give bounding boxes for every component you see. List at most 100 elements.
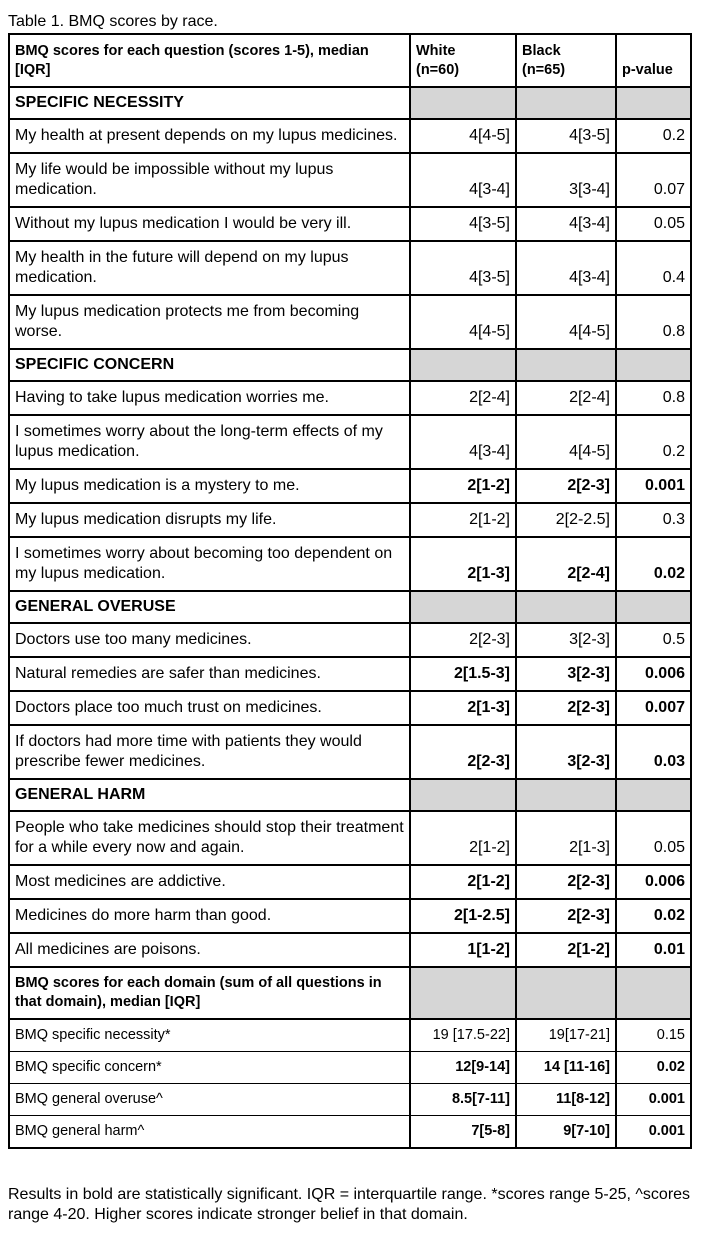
header-cell: BMQ scores for each question (scores 1-5…	[8, 33, 411, 88]
value-cell: 3[2-3]	[515, 622, 617, 658]
value-cell: 2[2-4]	[409, 380, 517, 416]
value-cell: 0.05	[615, 810, 692, 866]
data-row: If doctors had more time with patients t…	[8, 724, 692, 780]
section-fill	[615, 348, 692, 382]
question-cell: Doctors use too many medicines.	[8, 622, 411, 658]
section-title: GENERAL OVERUSE	[8, 590, 411, 624]
question-cell: All medicines are poisons.	[8, 932, 411, 968]
value-cell: 0.001	[615, 1083, 692, 1116]
section-fill	[515, 966, 617, 1020]
section-title: GENERAL HARM	[8, 778, 411, 812]
section-fill	[515, 778, 617, 812]
value-cell: 2[1-2]	[409, 810, 517, 866]
section-title: BMQ scores for each domain (sum of all q…	[8, 966, 411, 1020]
data-row: BMQ general harm^ 7[5-8] 9[7-10] 0.001	[8, 1115, 692, 1149]
section-row: SPECIFIC NECESSITY	[8, 86, 692, 120]
data-row: I sometimes worry about becoming too dep…	[8, 536, 692, 592]
value-cell: 0.4	[615, 240, 692, 296]
section-fill	[409, 778, 517, 812]
question-cell: My health at present depends on my lupus…	[8, 118, 411, 154]
value-cell: 0.3	[615, 502, 692, 538]
header-cell: p-value	[615, 33, 692, 88]
value-cell: 3[2-3]	[515, 724, 617, 780]
section-fill	[409, 348, 517, 382]
value-cell: 0.03	[615, 724, 692, 780]
value-cell: 2[2-4]	[515, 380, 617, 416]
question-cell: BMQ general harm^	[8, 1115, 411, 1149]
section-row: GENERAL HARM	[8, 778, 692, 812]
question-cell: BMQ general overuse^	[8, 1083, 411, 1116]
value-cell: 0.02	[615, 536, 692, 592]
value-cell: 9[7-10]	[515, 1115, 617, 1149]
value-cell: 2[1-2.5]	[409, 898, 517, 934]
value-cell: 0.006	[615, 656, 692, 692]
value-cell: 1[1-2]	[409, 932, 517, 968]
value-cell: 0.5	[615, 622, 692, 658]
section-fill	[615, 966, 692, 1020]
value-cell: 3[2-3]	[515, 656, 617, 692]
value-cell: 2[1-3]	[409, 690, 517, 726]
section-title: SPECIFIC CONCERN	[8, 348, 411, 382]
value-cell: 0.15	[615, 1018, 692, 1052]
table-caption: Table 1. BMQ scores by race.	[8, 13, 218, 30]
section-fill	[515, 590, 617, 624]
data-row: Most medicines are addictive. 2[1-2] 2[2-3…	[8, 864, 692, 900]
value-cell: 2[2-3]	[515, 864, 617, 900]
question-cell: Most medicines are addictive.	[8, 864, 411, 900]
value-cell: 4[3-4]	[515, 240, 617, 296]
value-cell: 2[1-2]	[409, 864, 517, 900]
value-cell: 2[1-3]	[515, 810, 617, 866]
value-cell: 0.2	[615, 414, 692, 470]
value-cell: 19[17-21]	[515, 1018, 617, 1052]
value-cell: 0.02	[615, 898, 692, 934]
data-row: My health in the future will depend on m…	[8, 240, 692, 296]
data-row: My lupus medication disrupts my life. 2[1…	[8, 502, 692, 538]
header-cell: Black (n=65)	[515, 33, 617, 88]
question-cell: Having to take lupus medication worries …	[8, 380, 411, 416]
value-cell: 19 [17.5-22]	[409, 1018, 517, 1052]
value-cell: 0.07	[615, 152, 692, 208]
value-cell: 0.2	[615, 118, 692, 154]
value-cell: 2[1-3]	[409, 536, 517, 592]
header-cell: White (n=60)	[409, 33, 517, 88]
data-row: My life would be impossible without my l…	[8, 152, 692, 208]
question-cell: My lupus medication is a mystery to me.	[8, 468, 411, 504]
value-cell: 4[3-4]	[409, 414, 517, 470]
data-row: People who take medicines should stop th…	[8, 810, 692, 866]
value-cell: 4[3-5]	[409, 206, 517, 242]
question-cell: My lupus medication disrupts my life.	[8, 502, 411, 538]
value-cell: 0.01	[615, 932, 692, 968]
section-fill	[615, 590, 692, 624]
question-cell: My lupus medication protects me from bec…	[8, 294, 411, 350]
section-fill	[515, 86, 617, 120]
section-row: SPECIFIC CONCERN	[8, 348, 692, 382]
value-cell: 12[9-14]	[409, 1051, 517, 1084]
data-row: I sometimes worry about the long-term ef…	[8, 414, 692, 470]
question-cell: Medicines do more harm than good.	[8, 898, 411, 934]
section-fill	[409, 966, 517, 1020]
question-cell: My health in the future will depend on m…	[8, 240, 411, 296]
value-cell: 2[2-3]	[515, 690, 617, 726]
value-cell: 14 [11-16]	[515, 1051, 617, 1084]
data-row: My lupus medication is a mystery to me. 2…	[8, 468, 692, 504]
data-row: BMQ specific concern* 12[9-14] 14 [11-16] 0…	[8, 1051, 692, 1084]
value-cell: 0.007	[615, 690, 692, 726]
value-cell: 4[4-5]	[409, 294, 517, 350]
value-cell: 2[2-3]	[515, 898, 617, 934]
value-cell: 0.05	[615, 206, 692, 242]
value-cell: 0.8	[615, 380, 692, 416]
value-cell: 11[8-12]	[515, 1083, 617, 1116]
data-row: Medicines do more harm than good. 2[1-2.5…	[8, 898, 692, 934]
data-row: Natural remedies are safer than medicine…	[8, 656, 692, 692]
value-cell: 0.8	[615, 294, 692, 350]
section-fill	[515, 348, 617, 382]
question-cell: People who take medicines should stop th…	[8, 810, 411, 866]
question-cell: BMQ specific necessity*	[8, 1018, 411, 1052]
question-cell: My life would be impossible without my l…	[8, 152, 411, 208]
value-cell: 0.001	[615, 1115, 692, 1149]
footnote: Results in bold are statistically signif…	[8, 1186, 691, 1223]
question-cell: I sometimes worry about becoming too dep…	[8, 536, 411, 592]
question-cell: Doctors place too much trust on medicine…	[8, 690, 411, 726]
data-row: My health at present depends on my lupus…	[8, 118, 692, 154]
